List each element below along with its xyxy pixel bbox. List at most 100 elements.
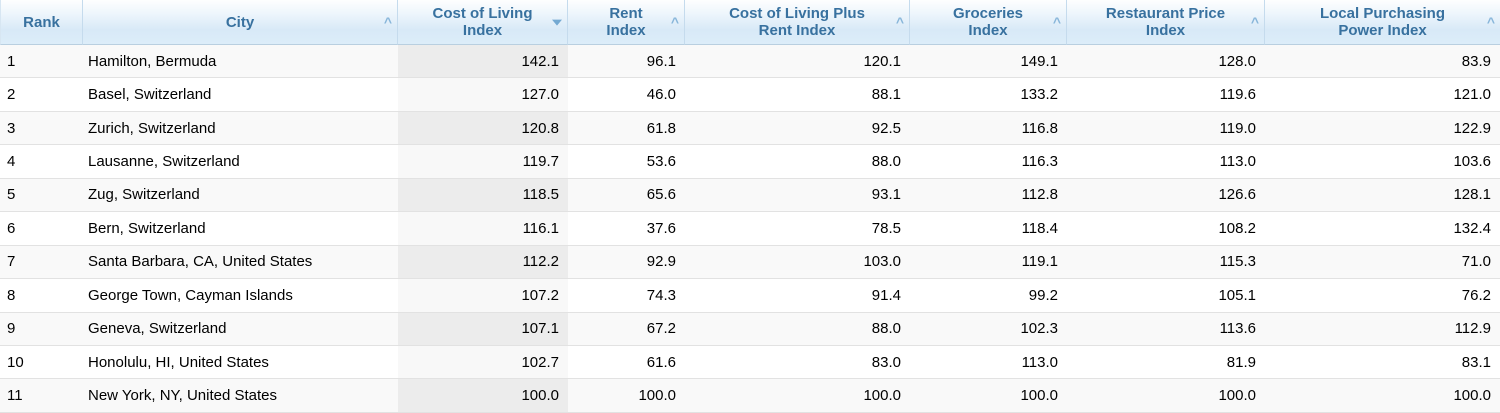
value-cell: 53.6 xyxy=(568,145,685,179)
value-cell: 37.6 xyxy=(568,212,685,246)
column-header-local-purchasing-power-index[interactable]: Local Purchasing Power Index ^ xyxy=(1265,0,1500,45)
city-cell: Santa Barbara, CA, United States xyxy=(83,245,398,280)
value-cell: 100.0 xyxy=(1265,379,1500,413)
value-cell: 120.8 xyxy=(398,111,568,146)
table-row: 11 New York, NY, United States 100.0 100… xyxy=(0,379,1500,413)
column-header-groceries-index[interactable]: Groceries Index ^ xyxy=(910,0,1067,45)
rank-cell: 11 xyxy=(0,379,83,413)
table-row: 5 Zug, Switzerland 118.5 65.6 93.1 112.8… xyxy=(0,178,1500,213)
value-cell: 99.2 xyxy=(910,279,1067,313)
table-row: 2 Basel, Switzerland 127.0 46.0 88.1 133… xyxy=(0,78,1500,112)
value-cell: 132.4 xyxy=(1265,212,1500,246)
value-cell: 83.0 xyxy=(685,345,910,380)
value-cell: 119.6 xyxy=(1067,78,1265,112)
value-cell: 81.9 xyxy=(1067,345,1265,380)
value-cell: 112.2 xyxy=(398,245,568,280)
rank-cell: 3 xyxy=(0,111,83,146)
value-cell: 107.2 xyxy=(398,279,568,313)
table-row: 6 Bern, Switzerland 116.1 37.6 78.5 118.… xyxy=(0,212,1500,246)
column-header-city[interactable]: City ^ xyxy=(83,0,398,45)
value-cell: 102.3 xyxy=(910,312,1067,346)
value-cell: 67.2 xyxy=(568,312,685,346)
value-cell: 92.5 xyxy=(685,111,910,146)
value-cell: 76.2 xyxy=(1265,279,1500,313)
city-cell: New York, NY, United States xyxy=(83,379,398,413)
rank-cell: 2 xyxy=(0,78,83,112)
column-label-line2: Index xyxy=(606,22,646,39)
value-cell: 119.7 xyxy=(398,145,568,179)
value-cell: 113.0 xyxy=(1067,145,1265,179)
value-cell: 93.1 xyxy=(685,178,910,213)
value-cell: 88.1 xyxy=(685,78,910,112)
column-label: Rank xyxy=(23,13,60,31)
column-header-cost-of-living-plus-rent-index[interactable]: Cost of Living Plus Rent Index ^ xyxy=(685,0,910,45)
value-cell: 149.1 xyxy=(910,45,1067,79)
column-label-line2: Power Index xyxy=(1338,22,1427,39)
value-cell: 88.0 xyxy=(685,312,910,346)
value-cell: 113.6 xyxy=(1067,312,1265,346)
value-cell: 118.5 xyxy=(398,178,568,213)
value-cell: 103.0 xyxy=(685,245,910,280)
value-cell: 112.9 xyxy=(1265,312,1500,346)
value-cell: 71.0 xyxy=(1265,245,1500,280)
value-cell: 61.6 xyxy=(568,345,685,380)
value-cell: 128.0 xyxy=(1067,45,1265,79)
value-cell: 122.9 xyxy=(1265,111,1500,146)
value-cell: 100.0 xyxy=(1067,379,1265,413)
value-cell: 107.1 xyxy=(398,312,568,346)
column-label: Rent xyxy=(609,5,643,22)
column-label-line2: Rent Index xyxy=(758,22,836,39)
sort-unsorted-icon: ^ xyxy=(670,14,679,30)
city-cell: Hamilton, Bermuda xyxy=(83,45,398,79)
value-cell: 74.3 xyxy=(568,279,685,313)
column-header-rank[interactable]: Rank xyxy=(0,0,83,45)
sort-descending-icon xyxy=(552,19,562,26)
table-row: 1 Hamilton, Bermuda 142.1 96.1 120.1 149… xyxy=(0,45,1500,79)
value-cell: 116.8 xyxy=(910,111,1067,146)
value-cell: 61.8 xyxy=(568,111,685,146)
column-label: Groceries xyxy=(952,5,1024,22)
city-cell: Bern, Switzerland xyxy=(83,212,398,246)
sort-unsorted-icon: ^ xyxy=(1250,14,1259,30)
value-cell: 83.9 xyxy=(1265,45,1500,79)
rank-cell: 1 xyxy=(0,45,83,79)
table-header: Rank City ^ Cost of Living Index xyxy=(0,0,1500,45)
table-row: 8 George Town, Cayman Islands 107.2 74.3… xyxy=(0,279,1500,313)
rank-cell: 5 xyxy=(0,178,83,213)
column-label: Local Purchasing xyxy=(1319,5,1446,22)
table-row: 3 Zurich, Switzerland 120.8 61.8 92.5 11… xyxy=(0,111,1500,146)
value-cell: 100.0 xyxy=(910,379,1067,413)
table-body: 1 Hamilton, Bermuda 142.1 96.1 120.1 149… xyxy=(0,45,1500,413)
column-header-rent-index[interactable]: Rent Index ^ xyxy=(568,0,685,45)
value-cell: 119.0 xyxy=(1067,111,1265,146)
column-label-line2: Index xyxy=(1145,22,1186,39)
rank-cell: 8 xyxy=(0,279,83,313)
sort-unsorted-icon: ^ xyxy=(1052,14,1061,30)
value-cell: 103.6 xyxy=(1265,145,1500,179)
value-cell: 112.8 xyxy=(910,178,1067,213)
column-header-restaurant-price-index[interactable]: Restaurant Price Index ^ xyxy=(1067,0,1265,45)
city-cell: Lausanne, Switzerland xyxy=(83,145,398,179)
rank-cell: 4 xyxy=(0,145,83,179)
value-cell: 121.0 xyxy=(1265,78,1500,112)
value-cell: 92.9 xyxy=(568,245,685,280)
value-cell: 108.2 xyxy=(1067,212,1265,246)
value-cell: 116.1 xyxy=(398,212,568,246)
column-label: City xyxy=(225,13,255,31)
sort-unsorted-icon: ^ xyxy=(895,14,904,30)
table-row: 4 Lausanne, Switzerland 119.7 53.6 88.0 … xyxy=(0,145,1500,179)
value-cell: 126.6 xyxy=(1067,178,1265,213)
rank-cell: 6 xyxy=(0,212,83,246)
table-row: 9 Geneva, Switzerland 107.1 67.2 88.0 10… xyxy=(0,312,1500,346)
column-header-cost-of-living-index[interactable]: Cost of Living Index xyxy=(398,0,568,45)
value-cell: 116.3 xyxy=(910,145,1067,179)
value-cell: 91.4 xyxy=(685,279,910,313)
column-label: Cost of Living Plus xyxy=(729,5,865,22)
rank-cell: 9 xyxy=(0,312,83,346)
value-cell: 120.1 xyxy=(685,45,910,79)
value-cell: 100.0 xyxy=(568,379,685,413)
value-cell: 102.7 xyxy=(398,345,568,380)
city-cell: Zug, Switzerland xyxy=(83,178,398,213)
